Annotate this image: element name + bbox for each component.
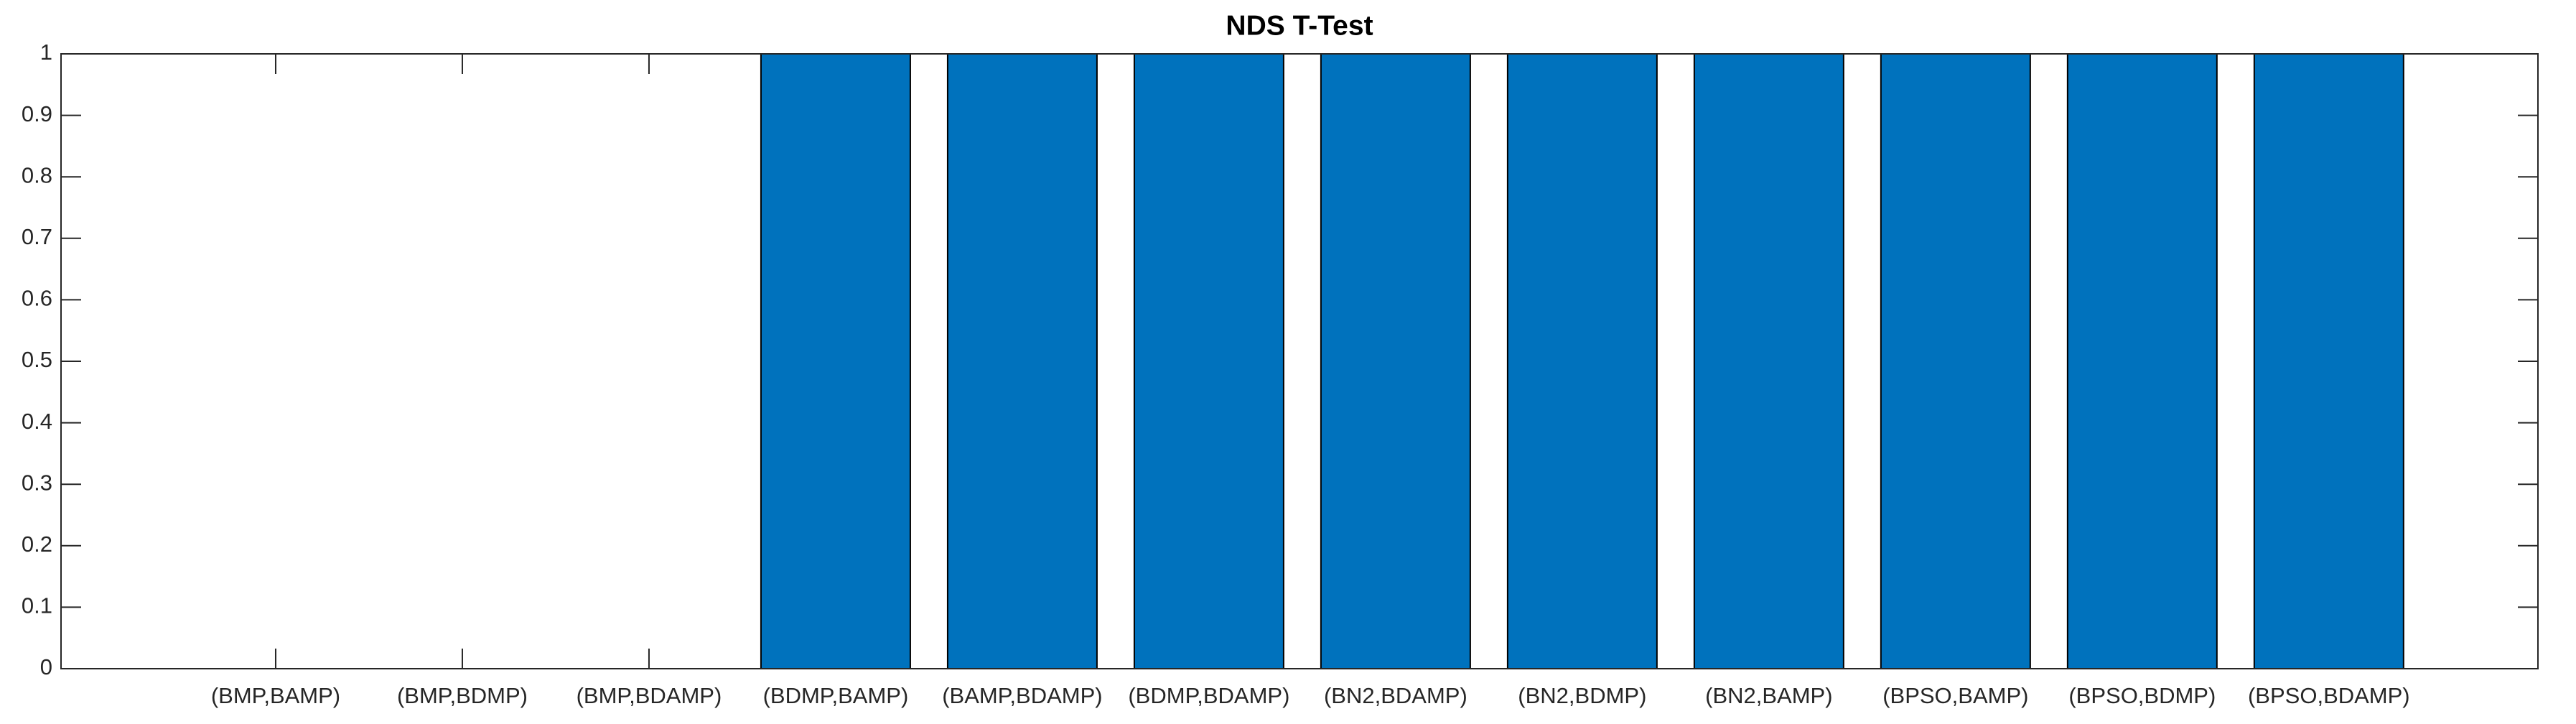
x-tick-label: (BN2,BAMP) (1705, 683, 1832, 708)
bar (1320, 53, 1471, 669)
bar (2066, 53, 2218, 669)
plot-area: 0 0.1 0.2 0.3 0.4 0.5 0.6 0.7 0.8 0.9 1 (BMP,BAMP) (… (22, 40, 2538, 708)
x-tick-label: (BDMP,BDAMP) (1128, 683, 1289, 708)
x-tick-label: (BN2,BDMP) (1518, 683, 1646, 708)
x-tick-label: (BN2,BDAMP) (1324, 683, 1467, 708)
bar (1506, 53, 1658, 669)
bar (760, 53, 911, 669)
x-tick-label: (BMP,BAMP) (211, 683, 340, 708)
y-tick-label: 0.5 (22, 347, 52, 372)
y-tick-label: 0.3 (22, 470, 52, 495)
y-tick-label: 0.7 (22, 224, 52, 249)
y-tick-label: 0.9 (22, 101, 52, 126)
bar (946, 53, 1098, 669)
y-tick-label: 0.6 (22, 286, 52, 311)
axes-box (60, 53, 2539, 669)
x-tick-label: (BPSO,BDAMP) (2248, 683, 2410, 708)
y-tick-label: 0.8 (22, 162, 52, 187)
x-tick-label: (BMP,BDMP) (397, 683, 528, 708)
chart-title: NDS T-Test (1226, 10, 1373, 41)
bar (1133, 53, 1284, 669)
bar (2253, 53, 2404, 669)
y-tick-label: 0.2 (22, 532, 52, 557)
x-tick-label: (BMP,BDAMP) (577, 683, 722, 708)
x-tick-label: (BPSO,BAMP) (1882, 683, 2028, 708)
y-tick-label: 0.4 (22, 409, 52, 434)
y-tick-label: 0.1 (22, 593, 52, 618)
bar (1693, 53, 1844, 669)
bar (1880, 53, 2031, 669)
x-tick-label: (BDMP,BAMP) (763, 683, 909, 708)
x-tick-label: (BPSO,BDMP) (2068, 683, 2216, 708)
y-tick-label: 0 (40, 654, 52, 679)
y-tick-label: 1 (40, 40, 52, 65)
x-tick-label: (BAMP,BDAMP) (942, 683, 1102, 708)
